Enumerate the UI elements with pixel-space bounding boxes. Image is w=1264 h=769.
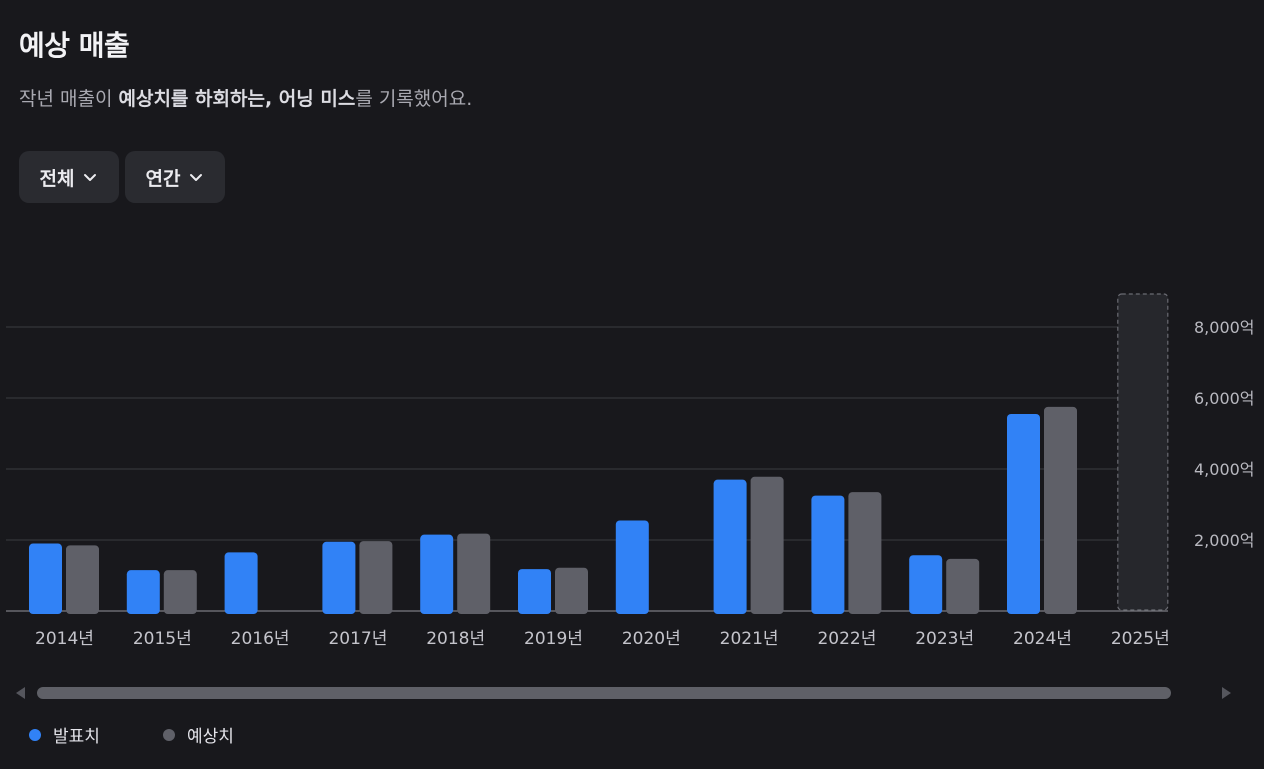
bar-actual-2014년[interactable]	[29, 543, 62, 614]
scroll-left-arrow-icon[interactable]	[16, 687, 25, 699]
bar-estimate-2019년[interactable]	[555, 567, 588, 614]
x-tick-label: 2016년	[231, 629, 290, 649]
bar-actual-2016년[interactable]	[224, 552, 258, 614]
chevron-down-icon	[190, 174, 203, 181]
bar-estimate-2018년[interactable]	[457, 533, 491, 614]
chevron-down-icon	[84, 174, 97, 181]
bar-actual-2020년[interactable]	[615, 520, 649, 614]
bar-estimate-2017년[interactable]	[359, 541, 393, 614]
bar-actual-2019년[interactable]	[518, 569, 551, 614]
bar-actual-2018년[interactable]	[420, 534, 454, 614]
bar-actual-2022년[interactable]	[811, 495, 845, 614]
filter-period-label: 연간	[145, 167, 181, 190]
legend-dot-estimate	[163, 728, 175, 741]
x-tick-label: 2025년	[1111, 629, 1170, 649]
filter-scope-label: 전체	[39, 167, 75, 190]
legend-dot-actual	[29, 728, 41, 741]
legend-item-estimate: 예상치	[163, 722, 234, 747]
bar-estimate-2021년[interactable]	[750, 476, 784, 614]
page-subtitle: 작년 매출이 예상치를 하회하는, 어닝 미스를 기록했어요.	[19, 84, 472, 111]
x-tick-label: 2015년	[133, 629, 192, 649]
bar-estimate-2015년[interactable]	[163, 570, 197, 614]
bar-actual-2015년[interactable]	[126, 570, 160, 614]
x-tick-label: 2020년	[622, 629, 681, 649]
x-tick-label: 2023년	[915, 629, 974, 649]
forecast-placeholder-box[interactable]	[1117, 293, 1169, 611]
x-tick-label: 2019년	[524, 629, 583, 649]
bar-estimate-2022년[interactable]	[848, 492, 882, 614]
bar-actual-2023년[interactable]	[909, 555, 943, 614]
subtitle-highlight: 예상치를 하회하는, 어닝 미스	[118, 88, 356, 110]
scroll-right-arrow-icon[interactable]	[1222, 687, 1231, 699]
bar-actual-2021년[interactable]	[713, 479, 747, 614]
x-tick-label: 2022년	[817, 629, 876, 649]
bar-estimate-2014년[interactable]	[66, 545, 99, 614]
page-title: 예상 매출	[19, 29, 130, 62]
subtitle-part-3: 를 기록했어요.	[355, 88, 473, 110]
y-tick-label: 4,000억	[1194, 460, 1255, 479]
y-tick-label: 2,000억	[1194, 531, 1255, 550]
chart-scrollbar-thumb[interactable]	[37, 687, 1171, 699]
filter-period-button[interactable]: 연간	[125, 151, 225, 203]
bar-estimate-2024년[interactable]	[1044, 406, 1077, 614]
bar-actual-2017년[interactable]	[322, 541, 356, 614]
y-tick-label: 6,000억	[1194, 389, 1255, 408]
y-tick-label: 8,000억	[1194, 318, 1255, 337]
legend-item-actual: 발표치	[29, 722, 100, 747]
x-tick-label: 2014년	[35, 629, 94, 649]
x-tick-label: 2017년	[328, 629, 387, 649]
legend-label-estimate: 예상치	[187, 727, 234, 747]
bar-actual-2024년[interactable]	[1007, 413, 1040, 614]
legend-label-actual: 발표치	[53, 727, 100, 747]
subtitle-part-1: 작년 매출이	[19, 88, 119, 110]
revenue-bar-chart: 2,000억 4,000억 6,000억 8,000억 2014년 2015년 2016년 2…	[6, 293, 1255, 649]
x-tick-label: 2018년	[426, 629, 485, 649]
filter-scope-button[interactable]: 전체	[19, 151, 119, 203]
x-tick-label: 2024년	[1013, 629, 1072, 649]
x-tick-label: 2021년	[720, 629, 779, 649]
bar-estimate-2023년[interactable]	[946, 558, 980, 614]
